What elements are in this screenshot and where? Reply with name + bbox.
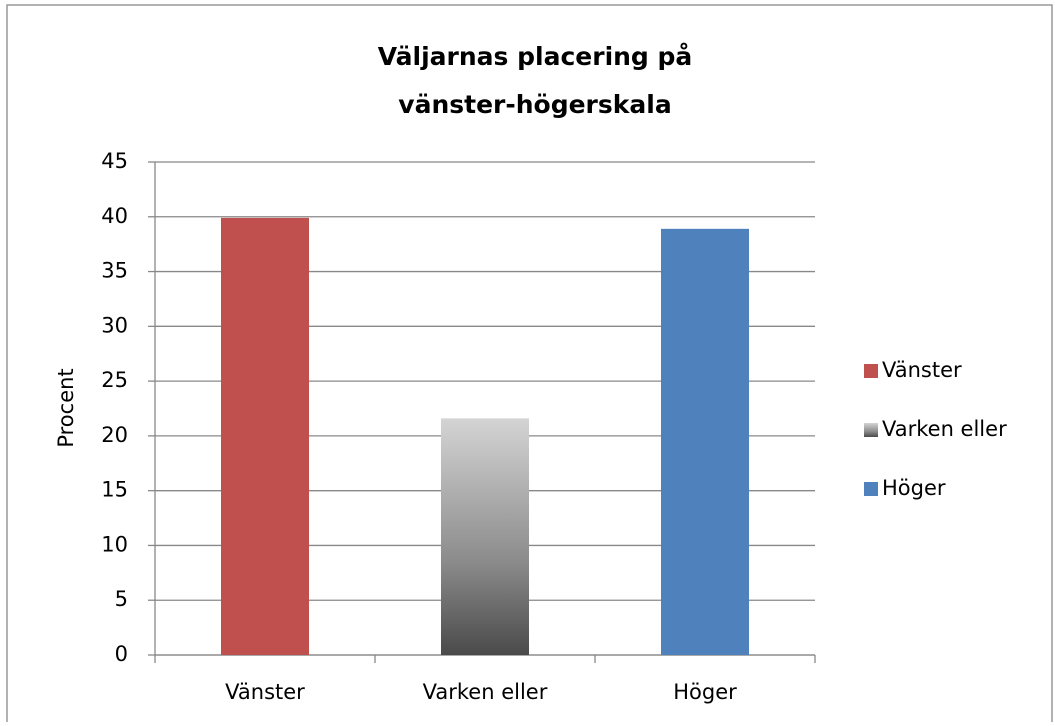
y-axis-label: Procent xyxy=(54,368,78,447)
y-tick-label: 40 xyxy=(101,204,128,228)
legend-swatch xyxy=(864,482,878,496)
y-tick-label: 20 xyxy=(101,423,128,447)
bar xyxy=(441,418,529,655)
x-tick-label: Varken eller xyxy=(423,680,548,704)
chart-title: Väljarnas placering på xyxy=(378,42,693,71)
legend-label: Höger xyxy=(882,476,946,500)
legend-swatch xyxy=(864,364,878,378)
y-tick-label: 5 xyxy=(115,587,128,611)
y-tick-label: 10 xyxy=(101,532,128,556)
y-tick-label: 35 xyxy=(101,259,128,283)
chart-title: vänster-högerskala xyxy=(398,90,671,119)
y-tick-label: 15 xyxy=(101,478,128,502)
x-tick-label: Vänster xyxy=(225,680,305,704)
y-tick-label: 30 xyxy=(101,313,128,337)
y-tick-label: 25 xyxy=(101,368,128,392)
legend-swatch xyxy=(864,423,878,437)
y-tick-label: 0 xyxy=(115,642,128,666)
bar xyxy=(661,228,749,655)
legend-label: Vänster xyxy=(882,358,962,382)
legend-label: Varken eller xyxy=(882,417,1007,441)
x-tick-label: Höger xyxy=(673,680,737,704)
bar xyxy=(221,217,309,655)
y-tick-label: 45 xyxy=(101,149,128,173)
